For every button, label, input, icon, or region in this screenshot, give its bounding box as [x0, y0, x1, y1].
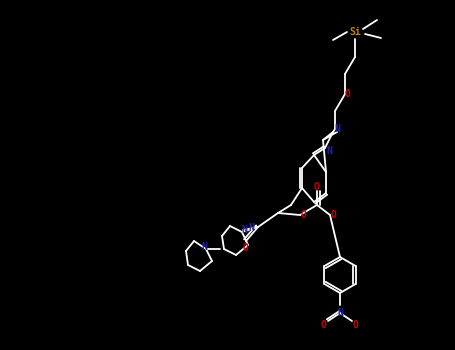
- Text: O: O: [331, 210, 337, 220]
- Text: O: O: [301, 210, 307, 220]
- Text: O: O: [321, 320, 327, 330]
- Text: O: O: [353, 320, 359, 330]
- Text: N: N: [241, 225, 247, 235]
- Text: Si: Si: [349, 27, 361, 37]
- Text: N: N: [248, 223, 254, 233]
- Text: O: O: [314, 182, 320, 192]
- Text: O: O: [345, 89, 351, 99]
- Text: O: O: [243, 243, 249, 253]
- Text: N: N: [334, 124, 340, 134]
- Text: N: N: [201, 242, 207, 252]
- Text: N: N: [337, 308, 343, 318]
- Text: N: N: [326, 146, 332, 156]
